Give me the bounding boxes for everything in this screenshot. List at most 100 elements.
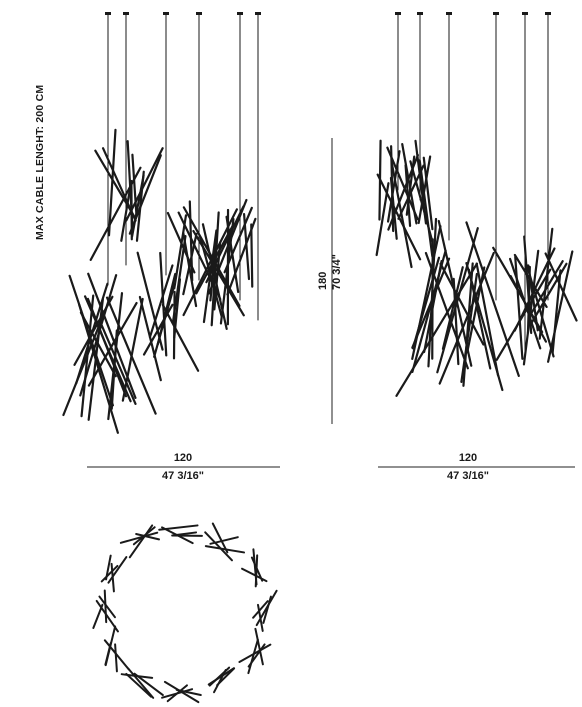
light-rod — [427, 217, 438, 368]
light-rod — [465, 221, 520, 377]
light-rod — [241, 567, 268, 583]
light-rod — [207, 198, 248, 295]
light-rod — [105, 296, 157, 415]
light-rod — [417, 155, 432, 225]
light-rod — [114, 643, 118, 673]
ceiling-canopy — [395, 12, 401, 15]
light-rod — [120, 182, 132, 242]
light-rod — [103, 589, 108, 624]
light-rod — [409, 160, 434, 242]
light-rod — [390, 161, 413, 269]
ceiling-canopy — [493, 12, 499, 15]
light-rod — [100, 564, 119, 583]
light-rod — [250, 556, 264, 582]
light-rod — [386, 150, 401, 223]
light-rod — [79, 311, 117, 378]
width-dim-left-metric: 120 — [173, 452, 193, 464]
light-rod — [107, 556, 128, 584]
light-rod — [204, 531, 233, 562]
ceiling-canopy — [522, 12, 528, 15]
light-rod — [495, 268, 552, 361]
light-rod — [250, 223, 254, 288]
light-rod — [125, 672, 153, 698]
side-elevation-view — [375, 12, 578, 397]
light-rod — [98, 595, 116, 619]
light-rod — [378, 139, 382, 221]
light-rod — [161, 526, 194, 545]
light-rod — [247, 638, 259, 675]
ceiling-canopy — [163, 12, 169, 15]
light-rod — [161, 688, 194, 699]
light-rod — [247, 643, 266, 668]
light-rod — [135, 532, 160, 541]
light-rod — [73, 295, 114, 366]
light-rod — [422, 156, 434, 231]
light-rod — [89, 166, 142, 261]
light-rod — [522, 249, 540, 366]
ceiling-canopy — [105, 12, 111, 15]
light-rod — [128, 524, 154, 559]
light-rod — [173, 214, 188, 290]
light-rod — [213, 241, 222, 311]
light-rod — [136, 251, 164, 351]
light-rod — [530, 260, 564, 315]
light-rod — [163, 680, 200, 704]
light-rod — [538, 227, 554, 340]
width-dim-left-imperial: 47 3/16" — [162, 470, 204, 482]
light-rod — [105, 554, 112, 581]
light-rod — [211, 522, 229, 554]
light-rod — [87, 272, 137, 399]
ceiling-canopy — [255, 12, 261, 15]
light-rod — [255, 589, 278, 627]
light-rod — [242, 212, 251, 281]
light-rod — [216, 667, 236, 687]
light-rod — [238, 643, 272, 663]
light-rod — [83, 295, 132, 403]
light-rod — [523, 235, 533, 335]
light-rod — [395, 262, 479, 397]
light-rod — [62, 299, 111, 417]
light-rod — [466, 266, 486, 354]
light-rod — [101, 147, 137, 222]
light-rod — [127, 668, 155, 699]
light-rod — [148, 264, 174, 339]
light-rod — [418, 159, 434, 258]
ceiling-canopy — [237, 12, 243, 15]
light-rod — [161, 303, 200, 372]
light-rod — [254, 554, 259, 588]
light-rod — [210, 211, 220, 327]
light-rod — [130, 174, 145, 238]
light-rod — [95, 599, 119, 633]
ceiling-canopy — [446, 12, 452, 15]
ceiling-canopy — [196, 12, 202, 15]
light-rod — [252, 600, 269, 619]
light-rod — [375, 182, 390, 257]
ceiling-canopy — [123, 12, 129, 15]
light-rod — [107, 128, 117, 237]
light-rod — [437, 219, 473, 367]
light-rod — [133, 672, 164, 697]
light-rod — [99, 321, 137, 405]
light-rod — [138, 295, 162, 382]
light-rod — [226, 217, 257, 296]
light-rod — [87, 301, 138, 387]
light-rod — [390, 145, 395, 233]
light-rod — [401, 142, 418, 225]
light-rod — [131, 153, 138, 216]
light-rod — [514, 255, 524, 360]
width-dim-right-metric: 120 — [458, 452, 478, 464]
light-rod — [544, 252, 578, 322]
light-rod — [68, 274, 114, 407]
light-rod — [467, 268, 492, 370]
ceiling-canopy — [545, 12, 551, 15]
light-rod — [104, 625, 117, 667]
light-rod — [188, 200, 194, 282]
light-rod — [92, 603, 104, 630]
light-rod — [182, 208, 238, 317]
light-rod — [103, 639, 130, 671]
light-rod — [175, 688, 202, 697]
top-plan-view — [92, 522, 278, 704]
light-rod — [254, 627, 264, 666]
light-rod — [177, 211, 222, 301]
